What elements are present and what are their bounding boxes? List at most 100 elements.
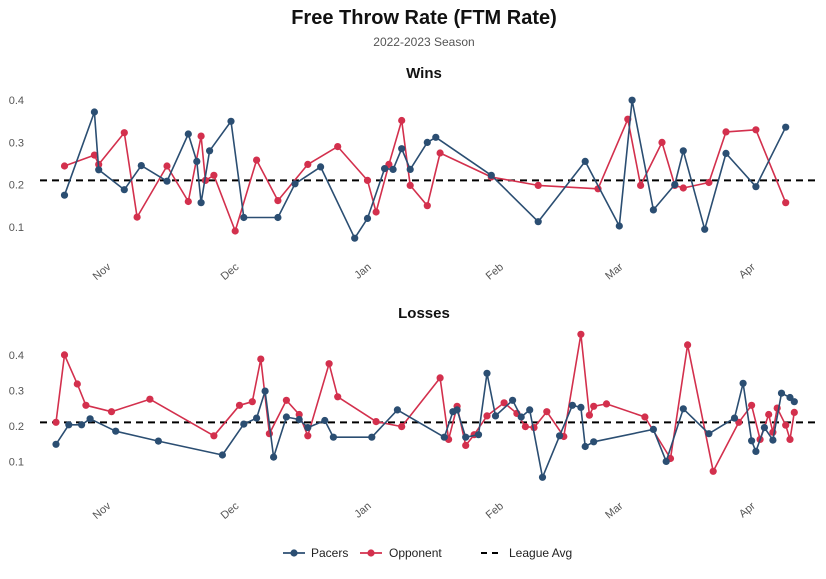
point-pacers [274,213,282,222]
point-pacers [270,453,278,461]
point-pacers [240,420,248,428]
y-tick-label: 0.1 [9,456,24,468]
legend-label-pacers: Pacers [311,546,348,560]
point-pacers [649,425,658,433]
point-pacers [752,447,760,455]
point-opponent [534,181,542,189]
point-pacers [453,406,461,414]
point-pacers [679,147,687,155]
point-pacers [615,222,623,230]
x-tick-label: Dec [219,500,242,522]
y-tick-label: 0.4 [9,350,24,362]
x-tick-label: Feb [484,500,506,521]
point-pacers [432,133,440,141]
point-opponent [637,181,645,189]
y-tick-label: 0.3 [9,137,24,149]
point-pacers [60,191,69,199]
x-tick-label: Mar [603,500,625,522]
point-pacers [769,436,777,444]
point-opponent [521,423,530,431]
point-pacers [662,457,670,465]
point-pacers [722,149,730,157]
point-opponent [304,160,312,168]
point-pacers [282,413,290,421]
point-pacers [291,180,299,188]
point-pacers [483,369,491,377]
point-opponent [52,418,60,426]
point-opponent [790,408,798,416]
point-opponent [658,138,666,146]
point-pacers [120,186,128,194]
x-tick-label: Jan [352,261,373,282]
series-line-pacers [63,99,787,239]
point-pacers [389,165,397,173]
point-opponent [210,171,218,179]
panel-losses-plot: 0.1 0.2 0.3 0.4 Nov Dec Jan Feb Mar Apr [9,330,818,522]
point-pacers [86,415,94,423]
legend: Pacers Opponent League Avg [283,546,572,560]
point-pacers [423,138,431,146]
point-pacers [538,473,547,481]
point-opponent [197,132,205,140]
point-pacers [790,398,798,406]
point-opponent [334,143,342,151]
point-pacers [739,379,747,387]
series-line-opponent [64,118,787,232]
point-pacers [368,433,376,441]
point-opponent [782,421,790,429]
point-opponent [282,396,290,404]
y-tick-label: 0.4 [9,95,24,107]
point-pacers [590,438,598,446]
point-pacers [705,430,713,438]
legend-item-league-avg: League Avg [481,546,572,560]
point-opponent [257,355,265,363]
point-pacers [440,433,448,441]
point-pacers [261,387,269,395]
x-tick-label: Nov [91,500,114,522]
legend-label-opponent: Opponent [389,546,442,560]
point-opponent [602,400,611,408]
point-pacers [491,412,500,420]
point-pacers [253,414,261,422]
point-opponent [406,181,414,189]
point-pacers [517,413,525,421]
point-opponent [372,208,380,216]
point-pacers [137,162,145,170]
point-pacers [321,416,329,425]
panel-losses: Losses 0.1 0.2 0.3 0.4 Nov Dec Jan Feb Mar Apr [9,305,818,522]
point-opponent [462,441,470,449]
point-pacers [90,108,98,116]
x-tick-label: Apr [737,500,758,520]
point-opponent [73,380,81,388]
x-tick-label: Jan [352,500,373,521]
point-opponent [304,432,312,440]
point-pacers [760,424,769,432]
chart-title: Free Throw Rate (FTM Rate) [291,7,557,29]
point-pacers [556,432,564,440]
point-opponent [423,202,431,210]
point-opponent [577,330,585,338]
point-opponent [436,149,444,157]
point-opponent [133,213,141,221]
point-opponent [590,402,598,410]
point-opponent [60,351,69,359]
point-pacers [671,181,679,189]
point-opponent [163,162,171,170]
point-opponent [585,411,594,419]
point-opponent [248,398,256,406]
point-pacers [782,123,790,131]
point-opponent [483,412,491,420]
legend-marker-opponent [367,549,375,557]
series-line-pacers [55,372,795,479]
x-tick-label: Mar [603,261,625,283]
point-opponent [107,408,116,416]
x-tick-label: Feb [484,261,506,282]
point-pacers [184,130,192,138]
point-opponent [184,197,192,206]
legend-item-opponent: Opponent [360,546,442,560]
legend-item-pacers: Pacers [283,546,348,560]
point-pacers [730,414,739,422]
point-pacers [474,431,483,439]
point-opponent [765,410,773,419]
point-pacers [534,218,542,226]
